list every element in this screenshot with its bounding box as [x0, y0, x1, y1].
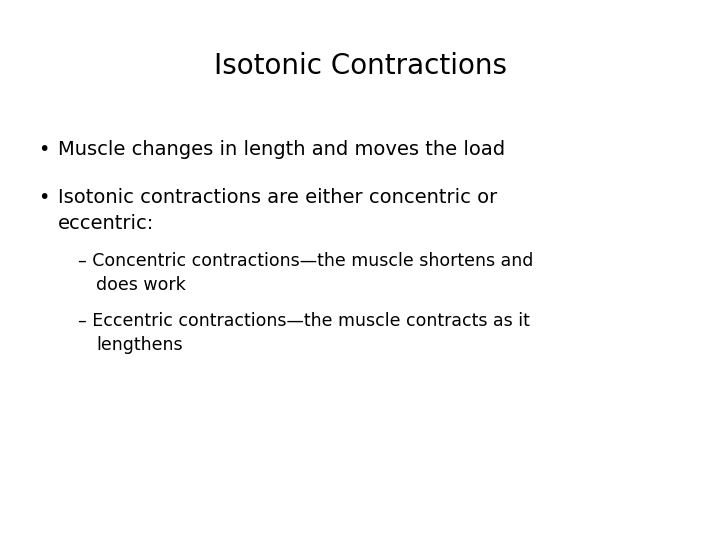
- Text: Muscle changes in length and moves the load: Muscle changes in length and moves the l…: [58, 140, 505, 159]
- Text: •: •: [38, 140, 50, 159]
- Text: – Concentric contractions—the muscle shortens and: – Concentric contractions—the muscle sho…: [78, 252, 534, 270]
- Text: does work: does work: [96, 276, 186, 294]
- Text: eccentric:: eccentric:: [58, 214, 154, 233]
- Text: Isotonic contractions are either concentric or: Isotonic contractions are either concent…: [58, 188, 498, 207]
- Text: – Eccentric contractions—the muscle contracts as it: – Eccentric contractions—the muscle cont…: [78, 312, 530, 330]
- Text: Isotonic Contractions: Isotonic Contractions: [214, 52, 506, 80]
- Text: •: •: [38, 188, 50, 207]
- Text: lengthens: lengthens: [96, 336, 183, 354]
